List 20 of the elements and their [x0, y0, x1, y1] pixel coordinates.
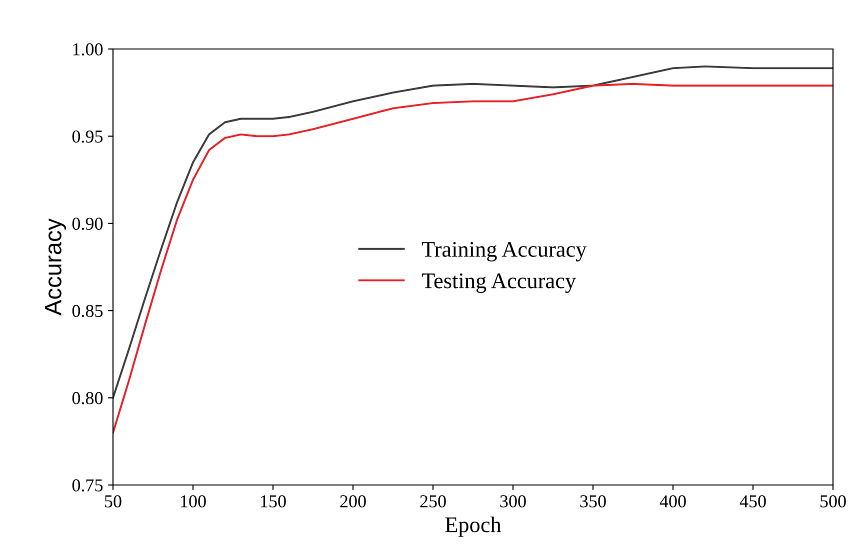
x-tick-label: 150	[261, 495, 286, 508]
x-tick-label: 200	[340, 495, 366, 508]
legend-label: Training Accuracy	[422, 242, 587, 262]
x-tick-label: 100	[181, 495, 206, 508]
y-tick-label: 0.75	[72, 479, 103, 492]
y-tick-label: 0.80	[72, 392, 103, 404]
y-tick-label: 1.00	[73, 43, 103, 56]
x-tick-label: 50	[105, 495, 122, 508]
x-axis-title: Epoch	[445, 516, 502, 537]
y-axis-title: Accuracy	[44, 218, 66, 316]
x-tick-label: 350	[580, 495, 606, 508]
y-tick-label: 0.95	[72, 130, 103, 143]
x-tick-label: 250	[420, 495, 446, 508]
legend-label: Testing Accuracy	[422, 273, 576, 293]
x-tick-label: 400	[660, 495, 686, 508]
x-tick-label: 450	[740, 495, 766, 508]
x-tick-label: 300	[500, 495, 526, 508]
y-tick-label: 0.85	[72, 304, 103, 318]
x-tick-label: 500	[820, 495, 846, 508]
y-tick-label: 0.90	[72, 218, 103, 230]
